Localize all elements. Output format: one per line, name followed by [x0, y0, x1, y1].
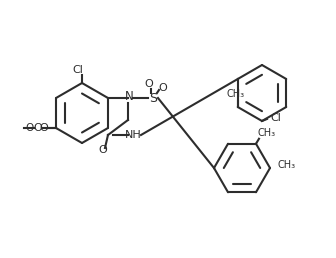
Text: Cl: Cl: [73, 65, 83, 75]
Text: O: O: [26, 123, 34, 133]
Text: N: N: [125, 91, 133, 103]
Text: O: O: [159, 83, 167, 93]
Text: Cl: Cl: [270, 113, 281, 123]
Text: CH₃: CH₃: [258, 128, 276, 138]
Text: CH₃: CH₃: [278, 160, 296, 170]
Text: S: S: [149, 92, 157, 104]
Text: CH₃: CH₃: [227, 89, 245, 99]
Text: O: O: [98, 145, 108, 155]
Text: O: O: [34, 123, 42, 133]
Text: NH: NH: [125, 130, 141, 140]
Text: O: O: [144, 79, 153, 89]
Text: O: O: [40, 123, 48, 133]
